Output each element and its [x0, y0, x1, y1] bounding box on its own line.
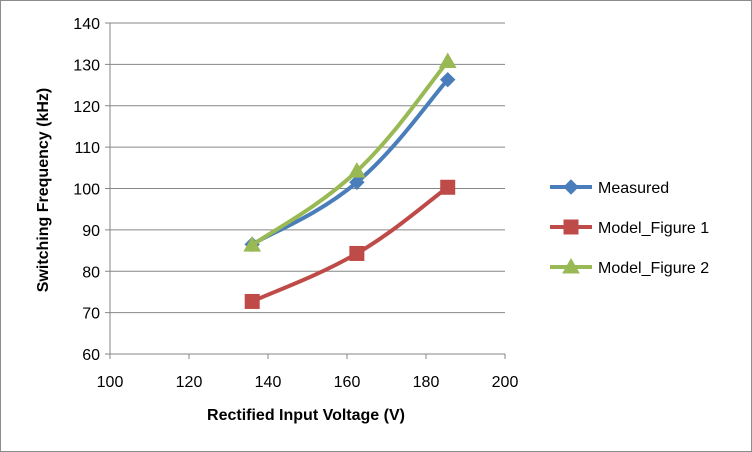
x-tick-label: 200: [492, 374, 519, 391]
legend-label: Model_Figure 1: [598, 220, 709, 237]
series-line-model-figure-2: [250, 59, 450, 248]
legend-item-measured: Measured: [550, 179, 669, 197]
legend-item-model-figure-2: Model_Figure 2: [550, 257, 709, 277]
x-axis-title: Rectified Input Voltage (V): [207, 407, 405, 424]
legend-marker: [563, 179, 579, 195]
legend-label: Model_Figure 2: [598, 260, 709, 277]
y-tick-label: 100: [73, 182, 100, 199]
y-tick-label: 110: [74, 140, 100, 157]
y-tick-labels: 60 70 80 90 100 110 120 130 140: [73, 16, 100, 364]
data-point-model-figure-2: [243, 236, 262, 252]
x-tick-labels: 100 120 140 160 180 200: [97, 374, 519, 391]
x-tick-label: 160: [334, 374, 361, 391]
y-tick-label: 90: [82, 223, 100, 240]
y-tick-label: 80: [82, 264, 100, 281]
series-line-measured: [250, 77, 450, 247]
x-tick-label: 120: [176, 374, 203, 391]
data-point-measured: [440, 71, 456, 88]
legend-item-model-figure-1: Model_Figure 1: [550, 219, 709, 237]
legend: Measured Model_Figure 1 Model_Figure 2: [550, 179, 709, 277]
data-point-model-figure-1: [349, 245, 365, 261]
plot-series: [243, 52, 457, 309]
x-tick-label: 180: [413, 374, 440, 391]
y-tick-label: 130: [73, 57, 100, 74]
y-tick-label: 70: [82, 306, 100, 323]
data-point-model-figure-1: [244, 293, 260, 309]
legend-marker: [563, 219, 579, 235]
data-point-measured: [349, 174, 365, 191]
y-tick-label: 120: [73, 99, 100, 116]
legend-label: Measured: [598, 180, 669, 197]
legend-marker: [562, 257, 580, 274]
y-axis-title: Switching Frequency (kHz): [35, 88, 52, 292]
y-tick-label: 60: [82, 347, 100, 364]
gridlines: [110, 22, 505, 314]
data-point-model-figure-2: [348, 162, 366, 178]
data-point-model-figure-1: [440, 179, 456, 195]
x-tick-label: 140: [255, 374, 282, 391]
data-point-model-figure-2: [438, 52, 457, 68]
y-tick-label: 140: [73, 16, 100, 33]
x-tick-label: 100: [97, 374, 124, 391]
axes: [105, 22, 506, 359]
series-line-model-figure-1: [250, 185, 450, 304]
